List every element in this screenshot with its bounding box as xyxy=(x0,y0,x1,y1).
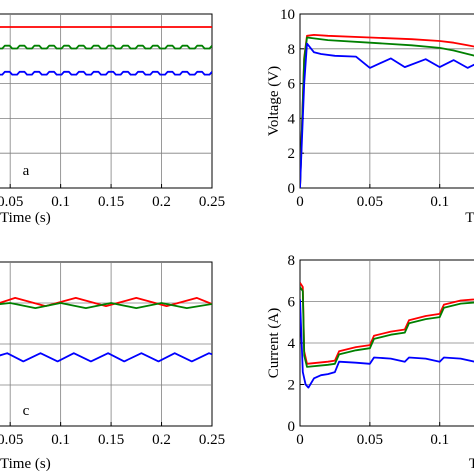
y-tick-label: 4 xyxy=(288,111,296,127)
y-tick-label: 6 xyxy=(288,77,296,93)
x-tick-label: 0 xyxy=(296,432,304,448)
y-tick-label: 2 xyxy=(288,146,296,162)
chart-panel-d: 0 0.05 0.1 0 2 4 6 8 T Current (A) xyxy=(266,253,474,472)
series-line-2 xyxy=(300,299,474,389)
x-tick-label: 0.2 xyxy=(152,194,171,210)
x-axis-label: Ti xyxy=(465,210,474,226)
series-line-1 xyxy=(300,286,474,368)
x-tick-label: 0.05 xyxy=(0,432,23,448)
x-tick-label: 0.05 xyxy=(357,194,383,210)
series-line-2 xyxy=(0,70,212,76)
y-tick-label: 6 xyxy=(288,295,296,311)
x-tick-label: 0.15 xyxy=(98,194,124,210)
x-tick-label: 0.05 xyxy=(357,432,383,448)
series-line-2 xyxy=(0,352,212,363)
x-tick-label: 0.1 xyxy=(51,194,70,210)
series-line-0 xyxy=(300,282,474,365)
y-axis-label: Voltage (V) xyxy=(266,66,282,136)
y-tick-label: 0 xyxy=(288,181,296,197)
y-tick-label: 4 xyxy=(288,336,296,352)
series-line-0 xyxy=(0,26,212,28)
y-tick-label: 0 xyxy=(288,419,296,435)
chart-panel-a: 0.05 0.1 0.15 0.2 0.25 Time (s) a xyxy=(0,13,225,226)
chart-panel-b: 0 0.05 0.1 0 2 4 6 8 10 Ti Voltage (V) xyxy=(266,7,474,226)
plot-area xyxy=(0,13,213,189)
x-tick-label: 0.1 xyxy=(430,432,449,448)
chart-panel-c: 0.05 0.1 0.15 0.2 0.25 Time (s) c xyxy=(0,261,225,472)
panel-letter: a xyxy=(23,163,30,179)
y-tick-label: 8 xyxy=(288,253,296,269)
x-tick-label: 0.25 xyxy=(199,194,225,210)
y-tick-label: 8 xyxy=(288,42,296,58)
x-tick-label: 0 xyxy=(296,194,304,210)
panel-letter: c xyxy=(23,403,30,419)
x-tick-label: 0.25 xyxy=(199,432,225,448)
y-tick-label: 2 xyxy=(288,378,296,394)
x-tick-label: 0.05 xyxy=(0,194,23,210)
x-axis-label: Time (s) xyxy=(0,210,51,226)
x-tick-label: 0.15 xyxy=(98,432,124,448)
series-line-1 xyxy=(0,44,212,50)
series-line-1 xyxy=(300,36,474,188)
x-axis-label: T xyxy=(469,456,474,472)
y-tick-label: 10 xyxy=(280,7,295,23)
x-tick-label: 0.1 xyxy=(430,194,449,210)
x-tick-label: 0.2 xyxy=(152,432,171,448)
x-axis-label: Time (s) xyxy=(0,456,51,472)
series-line-0 xyxy=(0,296,212,308)
series-line-1 xyxy=(0,302,212,310)
y-axis-label: Current (A) xyxy=(266,308,282,378)
series-line-2 xyxy=(300,42,474,188)
x-tick-label: 0.1 xyxy=(51,432,70,448)
